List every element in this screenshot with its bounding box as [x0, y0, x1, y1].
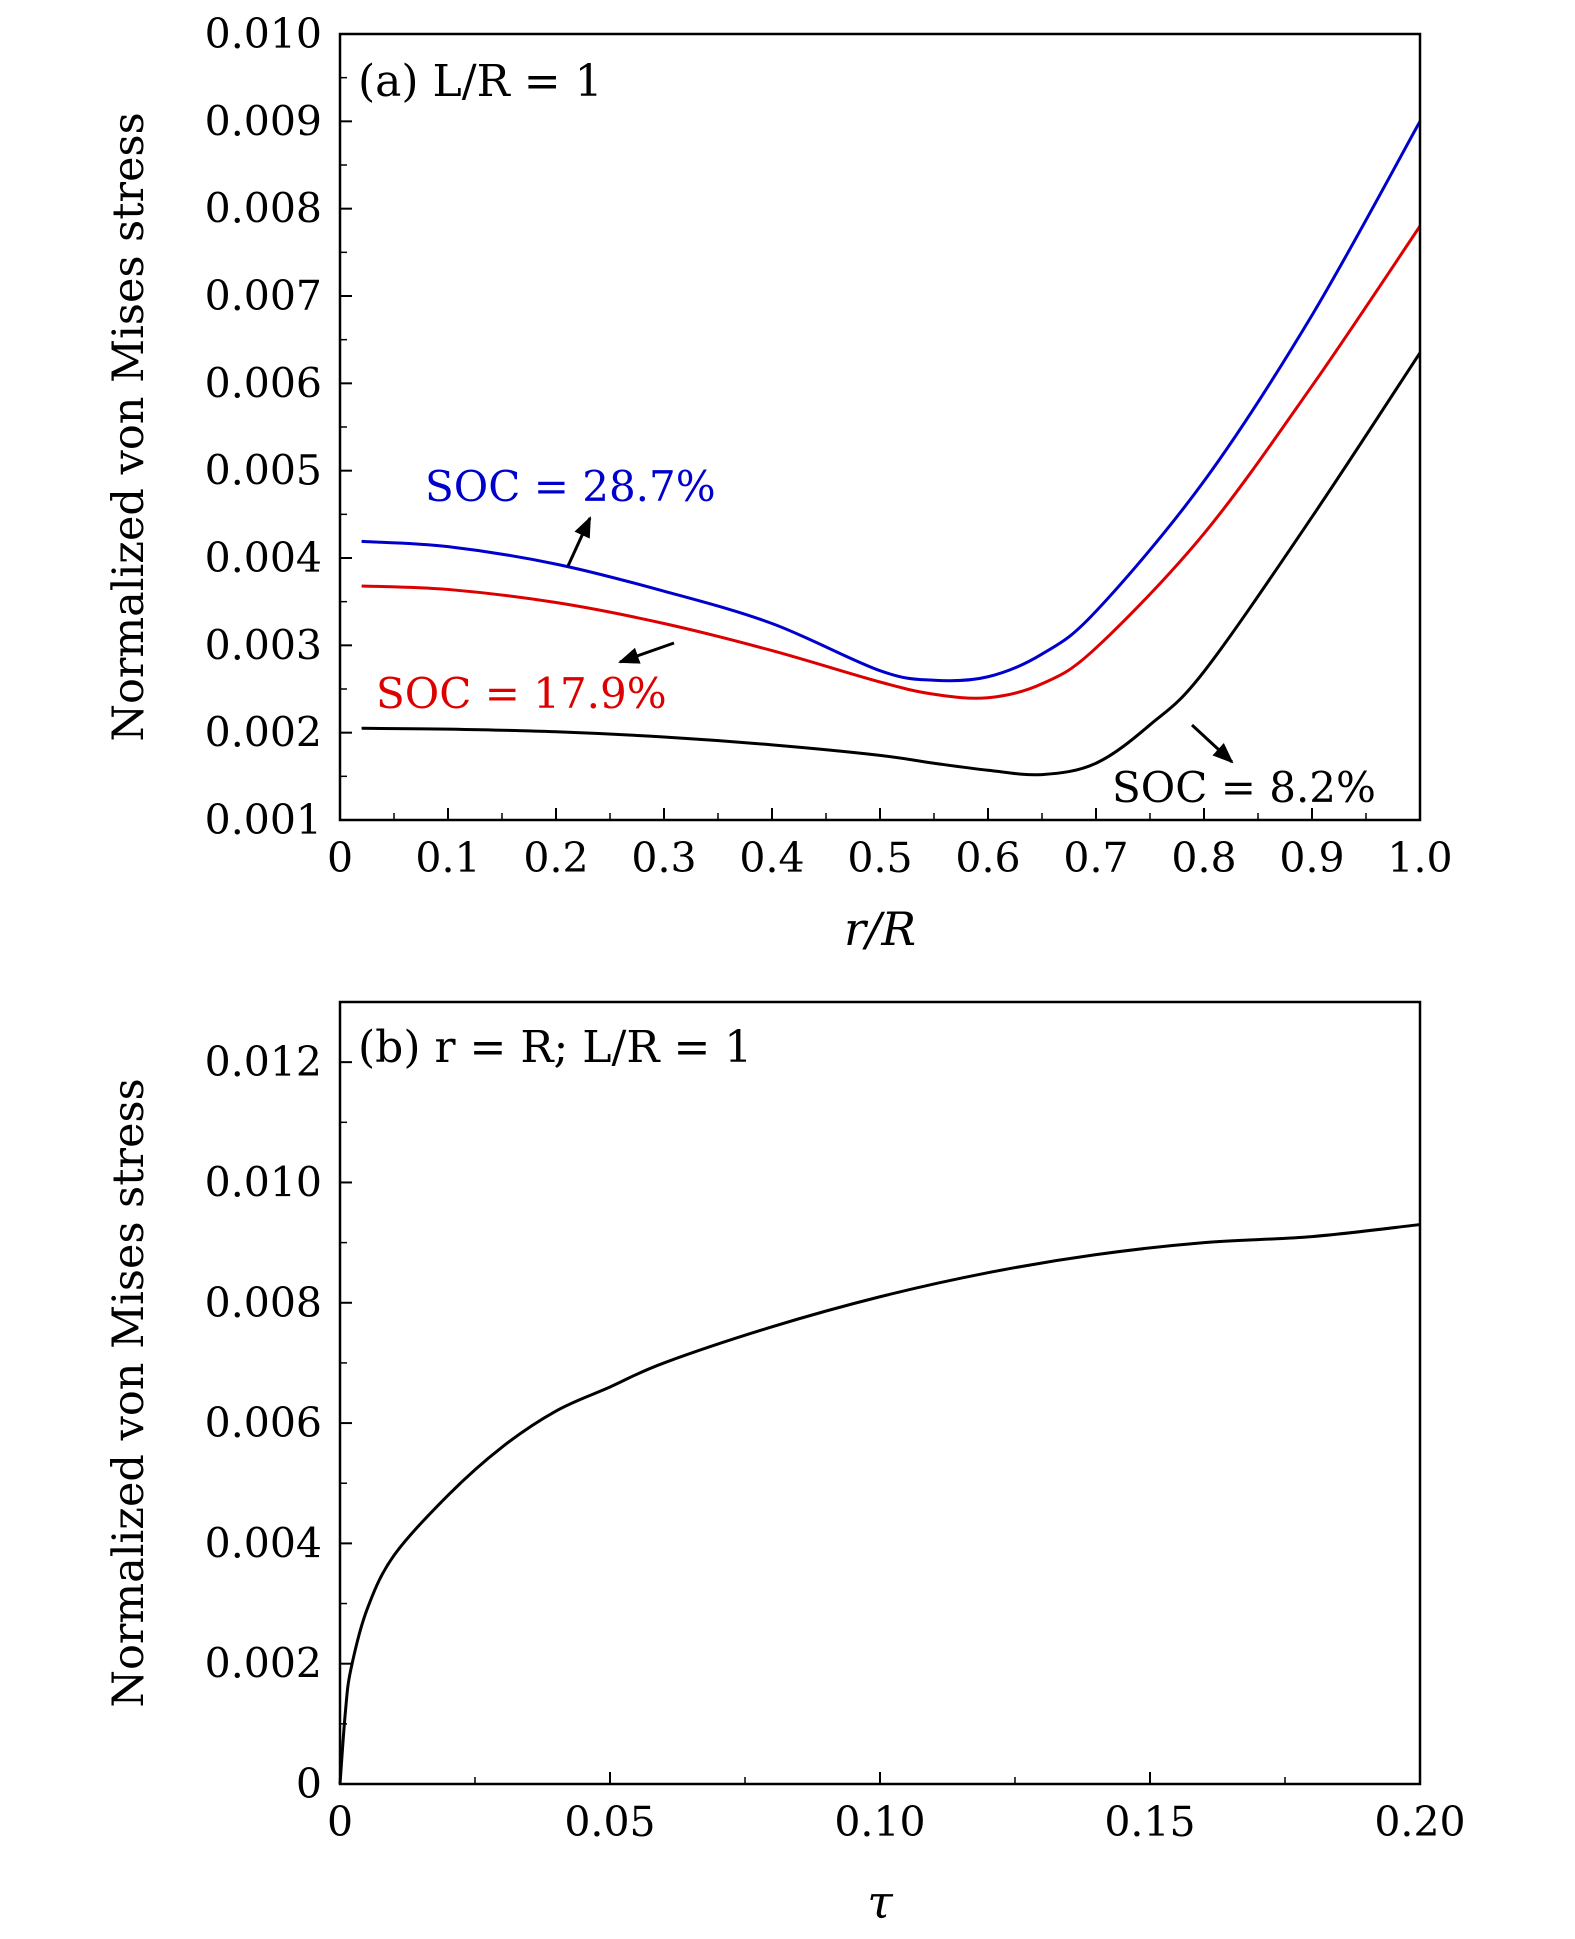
y-tick-label: 0.001 — [205, 796, 322, 844]
panel-b-ticks: 0 0.05 0.10 0.15 0.20 0 0.002 0.004 0.006 0.008 0.… — [205, 1038, 1466, 1846]
y-tick-label: 0.003 — [205, 621, 322, 669]
annotation-label: SOC = 17.9% — [376, 669, 667, 718]
annotation-arrow — [566, 516, 592, 567]
panel-b-xlabel: τ — [867, 1875, 894, 1929]
y-tick-label: 0.010 — [205, 10, 322, 58]
annotation-arrow — [618, 641, 675, 664]
x-tick-label: 0.5 — [847, 834, 912, 882]
panel-a-series — [361, 120, 1422, 777]
y-tick-label: 0.002 — [205, 709, 322, 757]
x-tick-label: 0.6 — [955, 834, 1020, 882]
series-line — [361, 120, 1422, 683]
y-tick-label: 0.006 — [205, 1399, 322, 1447]
x-tick-label: 0.9 — [1279, 834, 1344, 882]
series-line — [361, 225, 1422, 700]
x-tick-label: 1.0 — [1387, 834, 1452, 882]
x-tick-label: 0.2 — [523, 834, 588, 882]
panel-a-annotations: SOC = 28.7% SOC = 17.9% SOC = 8.2% — [376, 462, 1376, 812]
y-tick-label: 0.007 — [205, 272, 322, 320]
annotation-arrow — [1190, 723, 1234, 764]
x-tick-label: 0.7 — [1063, 834, 1128, 882]
y-tick-label: 0.008 — [205, 1279, 322, 1327]
x-tick-label: 0.3 — [631, 834, 696, 882]
x-tick-label: 0.8 — [1171, 834, 1236, 882]
x-tick-label: 0.10 — [834, 1798, 925, 1846]
x-tick-label: 0.15 — [1104, 1798, 1195, 1846]
panel-a-ticks: 0 0.1 0.2 0.3 0.4 0.5 0.6 0.7 0.8 0.9 1.0 0.001 0.00… — [205, 10, 1453, 882]
y-tick-label: 0 — [296, 1760, 322, 1808]
panel-b-ylabel: Normalized von Mises stress — [104, 1078, 154, 1707]
panel-b-title: (b) r = R; L/R = 1 — [358, 1022, 752, 1073]
y-tick-label: 0.002 — [205, 1640, 322, 1688]
annotation-label: SOC = 8.2% — [1112, 763, 1376, 812]
panel-b-frame — [338, 1000, 1422, 1786]
x-tick-label: 0.1 — [415, 834, 480, 882]
panel-a-title: (a) L/R = 1 — [358, 56, 603, 107]
panel-a-ylabel: Normalized von Mises stress — [104, 112, 154, 741]
series-line — [338, 1223, 1421, 1785]
x-tick-label: 0.4 — [739, 834, 804, 882]
panel-a-frame — [338, 32, 1422, 822]
panel-a-xlabel: r/R — [844, 902, 916, 956]
y-tick-label: 0.008 — [205, 185, 322, 233]
x-tick-label: 0 — [327, 1798, 353, 1846]
y-tick-label: 0.010 — [205, 1158, 322, 1206]
x-tick-label: 0.20 — [1374, 1798, 1465, 1846]
panel-b-series — [338, 1223, 1421, 1785]
panel-a: 0 0.1 0.2 0.3 0.4 0.5 0.6 0.7 0.8 0.9 1.0 0.001 0.00… — [104, 10, 1453, 956]
x-tick-label: 0 — [327, 834, 353, 882]
x-tick-label: 0.05 — [564, 1798, 655, 1846]
y-tick-label: 0.009 — [205, 97, 322, 145]
panel-b: 0 0.05 0.10 0.15 0.20 0 0.002 0.004 0.006 0.008 0.… — [104, 1000, 1466, 1929]
series-line — [361, 351, 1422, 777]
annotation-label: SOC = 28.7% — [425, 462, 716, 511]
y-tick-label: 0.012 — [205, 1038, 322, 1086]
y-tick-label: 0.006 — [205, 359, 322, 407]
y-tick-label: 0.005 — [205, 447, 322, 495]
y-tick-label: 0.004 — [205, 1519, 322, 1567]
y-tick-label: 0.004 — [205, 534, 322, 582]
